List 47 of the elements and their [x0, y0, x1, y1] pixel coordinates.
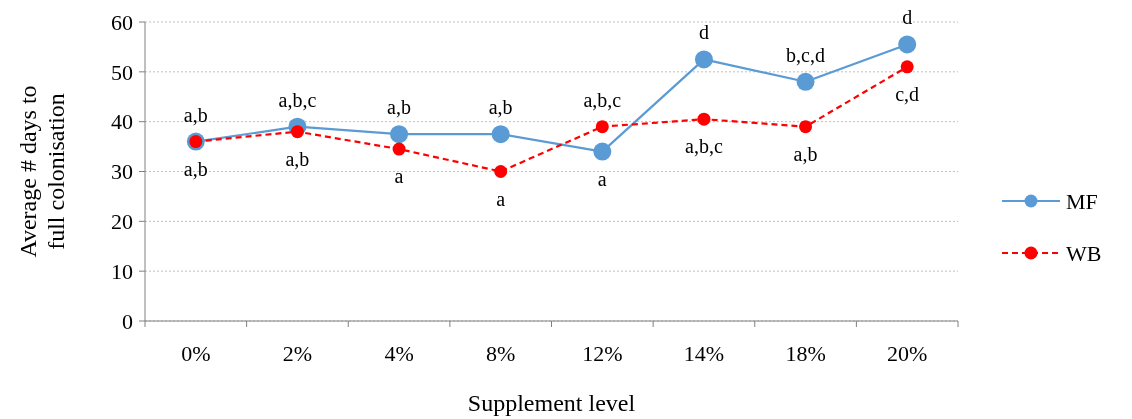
- annotation: a,b,c: [278, 88, 317, 111]
- point: [900, 60, 914, 74]
- annotation: d: [698, 21, 709, 44]
- y-tick-label: 10: [111, 258, 133, 284]
- point: [392, 142, 406, 156]
- y-tick-label: 20: [111, 209, 133, 235]
- y-tick-label: 0: [122, 308, 133, 334]
- annotation: a,b,c: [685, 135, 723, 158]
- annotation: a,b: [183, 103, 208, 126]
- x-tick-label: 2%: [282, 341, 313, 366]
- point: [799, 120, 813, 134]
- x-tick-label: 4%: [384, 341, 414, 366]
- x-tick-label: 12%: [582, 341, 623, 366]
- legend-label: MF: [1066, 188, 1098, 214]
- x-tick-label: 20%: [887, 341, 928, 366]
- legend-label: WB: [1066, 240, 1102, 266]
- annotation: c,d: [895, 82, 920, 105]
- annotation: a,b: [183, 157, 208, 180]
- y-tick-label: 60: [111, 9, 133, 35]
- annotation: a,b: [285, 147, 310, 170]
- point: [796, 72, 815, 91]
- x-tick-label: 0%: [181, 341, 211, 366]
- point: [898, 35, 917, 54]
- x-axis-title: Supplement level: [467, 390, 636, 416]
- annotation: a,b: [387, 96, 412, 119]
- annotation: a: [597, 167, 607, 190]
- x-tick-label: 18%: [785, 341, 826, 366]
- annotation: a: [496, 187, 506, 210]
- annotation: a: [394, 165, 404, 188]
- point: [593, 142, 612, 161]
- y-axis-title: Average # days to full colonisation: [15, 85, 69, 258]
- x-tick-label: 8%: [486, 341, 516, 366]
- y-tick-label: 40: [111, 109, 133, 135]
- annotation: d: [902, 6, 913, 29]
- point: [491, 125, 510, 144]
- point: [697, 112, 711, 126]
- y-tick-label: 50: [111, 59, 133, 85]
- x-tick-label: 14%: [683, 341, 725, 366]
- annotation: a,b: [488, 96, 513, 119]
- annotation: a,b,c: [583, 88, 622, 111]
- y-tick-label: 30: [111, 159, 133, 185]
- annotation: a,b: [793, 142, 818, 165]
- point: [595, 120, 609, 134]
- point: [494, 165, 508, 178]
- annotation: b,c,d: [786, 43, 826, 66]
- point: [390, 125, 409, 144]
- point: [694, 50, 713, 69]
